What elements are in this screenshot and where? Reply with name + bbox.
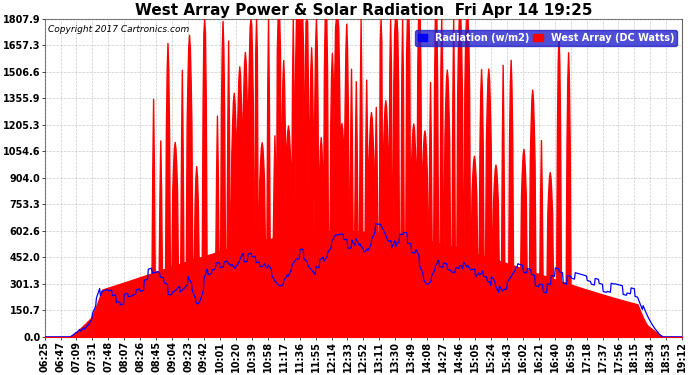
Legend: Radiation (w/m2), West Array (DC Watts): Radiation (w/m2), West Array (DC Watts) bbox=[415, 30, 678, 46]
Text: Copyright 2017 Cartronics.com: Copyright 2017 Cartronics.com bbox=[48, 25, 189, 34]
Title: West Array Power & Solar Radiation  Fri Apr 14 19:25: West Array Power & Solar Radiation Fri A… bbox=[135, 3, 592, 18]
